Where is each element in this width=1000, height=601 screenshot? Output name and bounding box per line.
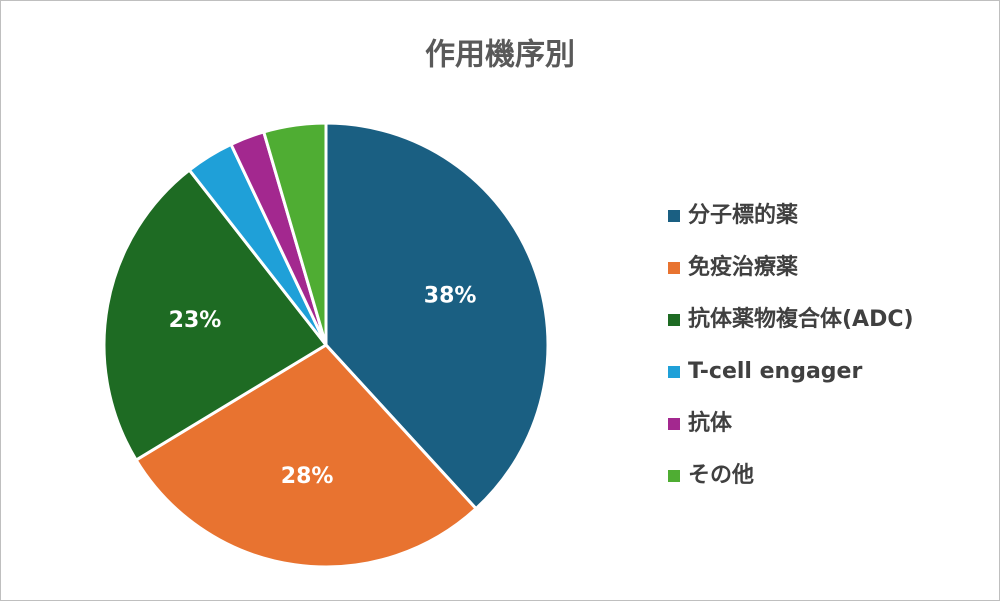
legend-swatch (668, 366, 680, 378)
pie-slice (324, 121, 550, 511)
legend-swatch (668, 470, 680, 482)
chart-title: 作用機序別 (425, 38, 575, 73)
data-label: 38% (424, 284, 477, 309)
legend-swatch (668, 210, 680, 222)
legend-label: T-cell engager (688, 359, 862, 384)
legend-swatch (668, 314, 680, 326)
pie-slice (261, 121, 328, 346)
pie-slice (102, 167, 329, 463)
data-label: 28% (281, 464, 334, 489)
legend-label: 分子標的薬 (688, 202, 798, 228)
legend-label: 抗体 (688, 410, 733, 436)
legend-label: 免疫治療薬 (688, 254, 798, 280)
data-label: 23% (169, 308, 222, 333)
legend-swatch (668, 418, 680, 430)
legend-label: その他 (688, 463, 754, 488)
legend-swatch (668, 262, 680, 274)
legend-label: 抗体薬物複合体(ADC) (688, 306, 914, 332)
pie-slice (134, 343, 479, 569)
